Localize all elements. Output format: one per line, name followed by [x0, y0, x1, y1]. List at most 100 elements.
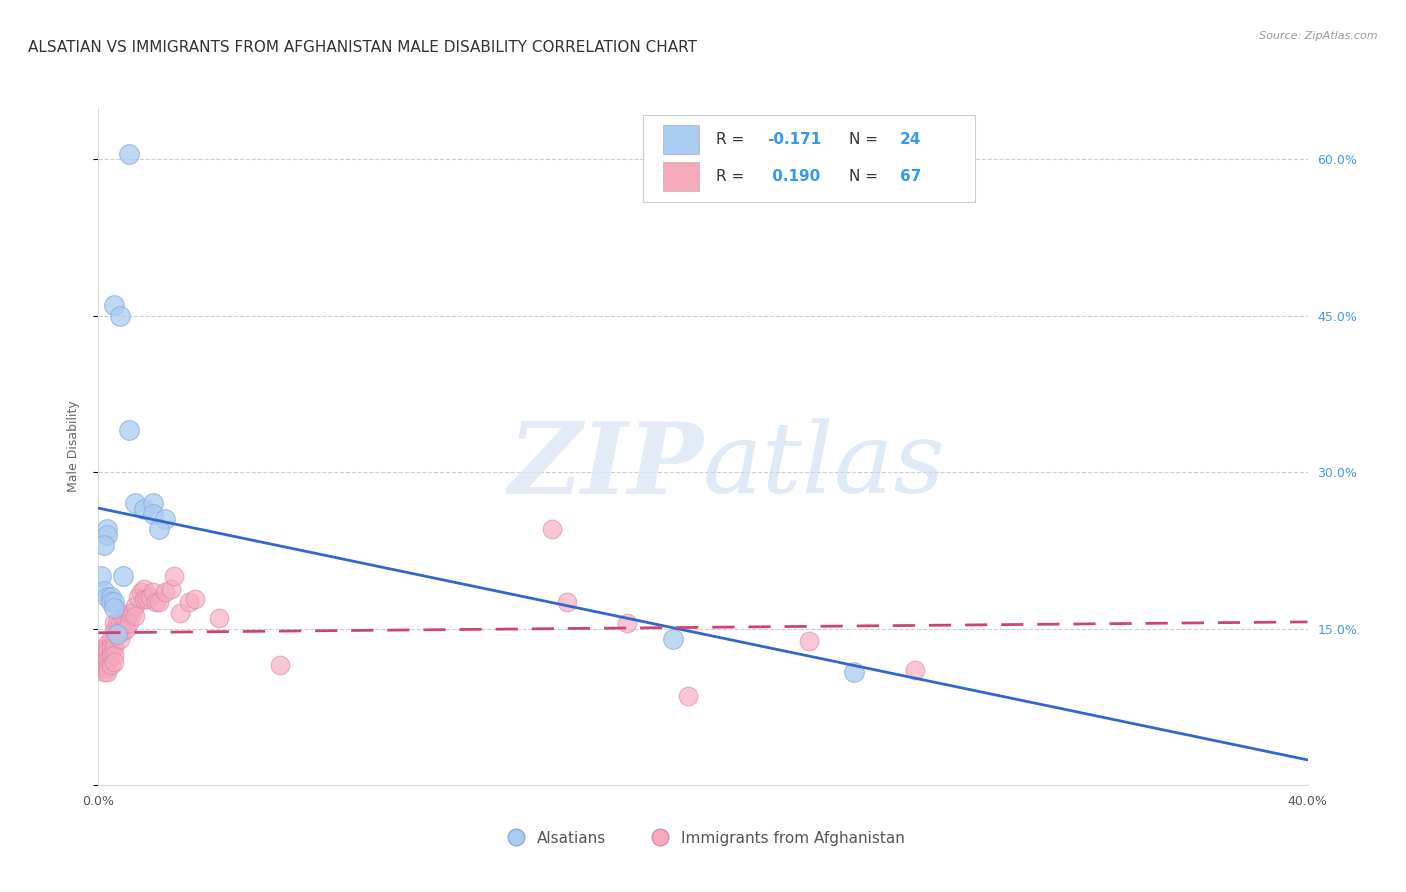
- Point: [148, 595, 170, 609]
- Y-axis label: Male Disability: Male Disability: [67, 401, 80, 491]
- Point: [139, 591, 162, 605]
- Text: ALSATIAN VS IMMIGRANTS FROM AFGHANISTAN MALE DISABILITY CORRELATION CHART: ALSATIAN VS IMMIGRANTS FROM AFGHANISTAN …: [28, 40, 697, 55]
- Point: [108, 624, 131, 638]
- Point: [118, 606, 141, 620]
- Point: [93, 642, 115, 657]
- Point: [105, 616, 128, 631]
- FancyBboxPatch shape: [643, 115, 976, 202]
- Point: [90, 650, 112, 665]
- Point: [142, 507, 165, 521]
- Point: [616, 616, 638, 631]
- Point: [100, 595, 122, 609]
- Point: [93, 665, 115, 680]
- Point: [142, 496, 165, 510]
- Point: [93, 584, 115, 599]
- Point: [127, 591, 149, 605]
- Point: [661, 632, 683, 646]
- Point: [96, 644, 118, 658]
- Text: R =: R =: [716, 132, 749, 147]
- Point: [96, 591, 118, 605]
- Point: [111, 624, 134, 638]
- Point: [676, 690, 699, 704]
- Text: Source: ZipAtlas.com: Source: ZipAtlas.com: [1260, 31, 1378, 41]
- Point: [153, 512, 176, 526]
- Point: [100, 632, 122, 646]
- Text: atlas: atlas: [703, 418, 946, 514]
- Point: [93, 644, 115, 658]
- Point: [129, 585, 152, 599]
- Point: [100, 648, 122, 662]
- Point: [145, 595, 167, 609]
- Point: [108, 616, 131, 631]
- Text: 0.190: 0.190: [768, 169, 820, 184]
- Point: [111, 611, 134, 625]
- Point: [96, 665, 118, 680]
- Point: [163, 569, 186, 583]
- Text: -0.171: -0.171: [768, 132, 821, 147]
- Text: N =: N =: [849, 132, 883, 147]
- Point: [105, 626, 128, 640]
- Point: [108, 309, 131, 323]
- Point: [96, 523, 118, 537]
- Point: [124, 599, 146, 613]
- Point: [93, 650, 115, 665]
- Point: [100, 591, 122, 605]
- Point: [103, 655, 125, 669]
- Point: [103, 298, 125, 312]
- Point: [111, 569, 134, 583]
- Point: [90, 653, 112, 667]
- Point: [90, 642, 112, 657]
- Point: [103, 624, 125, 638]
- Text: 67: 67: [900, 169, 921, 184]
- Point: [90, 648, 112, 662]
- Point: [103, 595, 125, 609]
- Point: [269, 658, 291, 673]
- Text: ZIP: ZIP: [508, 418, 703, 515]
- Point: [90, 644, 112, 658]
- Point: [100, 640, 122, 655]
- Point: [103, 616, 125, 631]
- Point: [103, 600, 125, 615]
- Point: [103, 640, 125, 655]
- Point: [184, 592, 207, 607]
- Text: 24: 24: [900, 132, 921, 147]
- Legend: Alsatians, Immigrants from Afghanistan: Alsatians, Immigrants from Afghanistan: [495, 825, 911, 852]
- Point: [135, 592, 157, 607]
- Point: [108, 632, 131, 646]
- Point: [132, 582, 155, 596]
- Point: [121, 606, 143, 620]
- Point: [160, 582, 183, 596]
- Point: [105, 626, 128, 640]
- Point: [132, 592, 155, 607]
- Point: [132, 501, 155, 516]
- Point: [93, 661, 115, 675]
- Point: [555, 595, 578, 609]
- Bar: [664, 125, 699, 153]
- Point: [208, 611, 231, 625]
- Point: [118, 147, 141, 161]
- Text: N =: N =: [849, 169, 883, 184]
- Point: [96, 637, 118, 651]
- Point: [118, 616, 141, 631]
- Point: [114, 613, 136, 627]
- Point: [179, 595, 201, 609]
- Point: [96, 527, 118, 541]
- Point: [93, 538, 115, 552]
- Point: [93, 648, 115, 662]
- Point: [124, 496, 146, 510]
- Point: [103, 648, 125, 662]
- Bar: [664, 162, 699, 191]
- Point: [169, 606, 191, 620]
- Point: [100, 658, 122, 673]
- Point: [90, 569, 112, 583]
- Point: [103, 632, 125, 646]
- Point: [96, 661, 118, 675]
- Point: [93, 655, 115, 669]
- Text: R =: R =: [716, 169, 749, 184]
- Point: [90, 655, 112, 669]
- Point: [124, 609, 146, 624]
- Point: [844, 665, 866, 680]
- Point: [90, 658, 112, 673]
- Point: [148, 523, 170, 537]
- Point: [153, 585, 176, 599]
